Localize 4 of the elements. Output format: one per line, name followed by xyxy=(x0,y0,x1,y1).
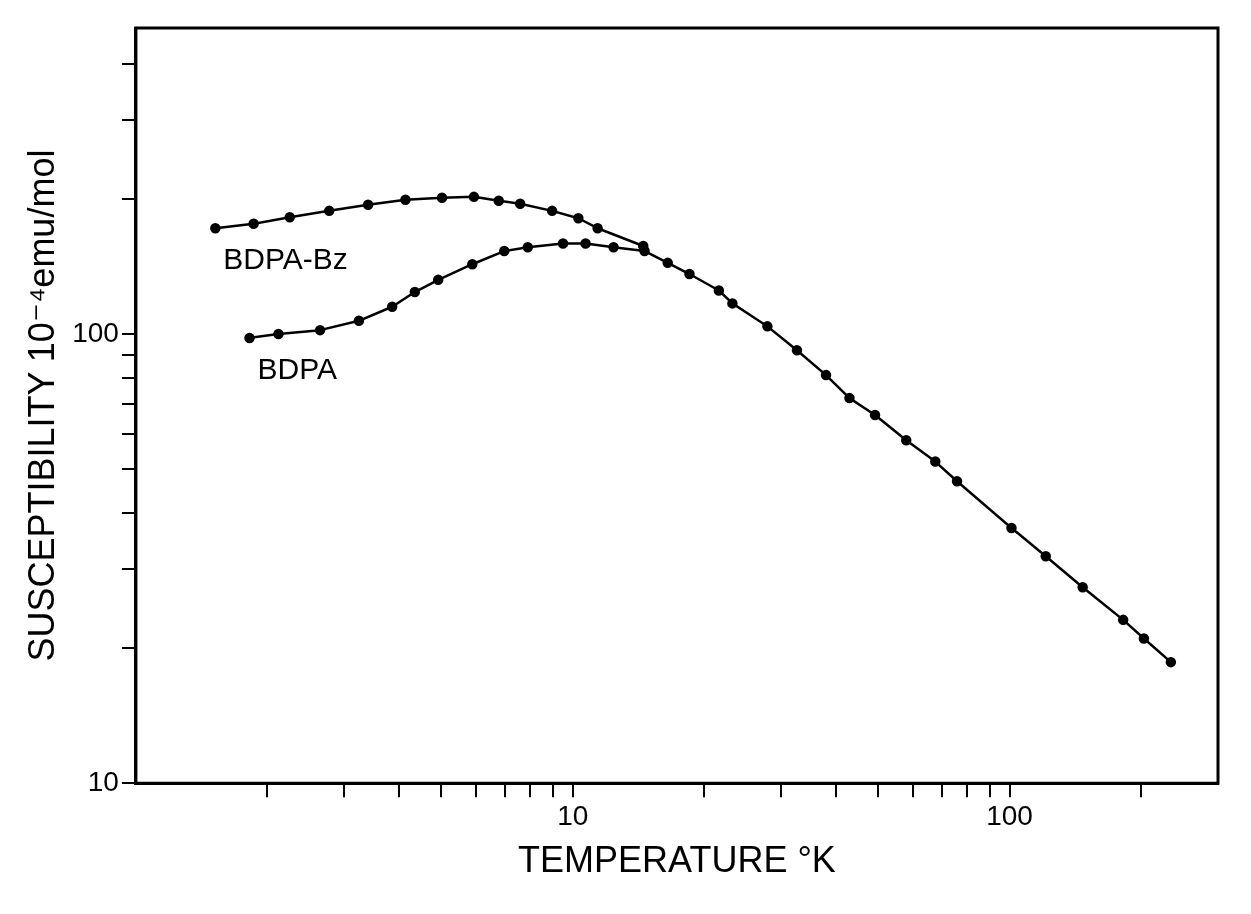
series-label: BDPA-Bz xyxy=(223,242,348,276)
y-axis-title: SUSCEPTIBILITY 10⁻⁴emu/mol xyxy=(20,149,62,662)
series-label: BDPA xyxy=(257,352,337,386)
x-axis-title: TEMPERATURE °K xyxy=(518,839,836,881)
